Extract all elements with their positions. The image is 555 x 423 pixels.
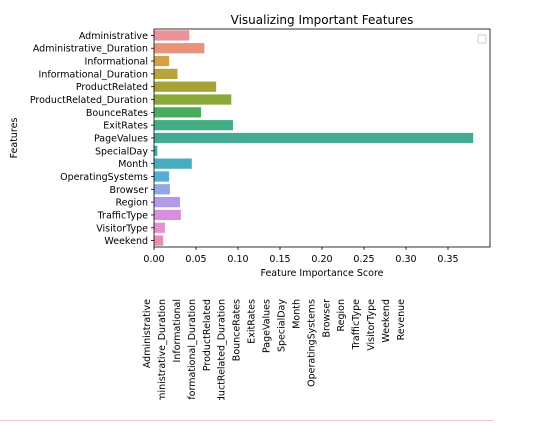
x-tick-label: 0.25 [353,254,374,265]
bottom-label: ProductRelated_Duration [217,299,228,417]
y-tick-label: Informational_Duration [39,69,148,80]
bar [154,235,164,246]
bottom-label: Administrative_Duration [157,299,168,414]
y-tick-label: Month [118,159,148,170]
bottom-label: ExitRates [247,299,258,344]
chart-title: Visualizing Important Features [231,13,414,27]
legend-box [477,34,487,44]
bottom-label: Revenue [396,299,407,341]
bar [154,184,170,195]
bar [154,107,202,118]
bar [154,43,205,54]
y-axis-label: Features [9,118,20,159]
y-tick-label: Administrative [79,31,148,42]
bottom-label: Weekend [381,299,392,343]
y-tick-label: Informational [85,57,148,68]
y-tick-label: ProductRelated [76,82,148,93]
bottom-label: BounceRates [232,299,243,361]
bottom-label: Informational_Duration [187,299,198,408]
y-tick-label: BounceRates [86,108,148,119]
bar [154,222,165,233]
x-tick-label: 0.00 [143,254,164,265]
bar [154,94,232,105]
bottom-label: VisitorType [366,299,377,351]
bar [154,196,181,208]
bar [154,158,192,169]
bottom-label: PageValues [262,299,273,353]
bar [154,81,217,92]
bar [154,209,181,221]
bottom-label: Informational [172,299,183,362]
bottom-label: TrafficType [351,299,362,351]
bar [154,55,170,67]
y-tick-label: OperatingSystems [60,172,148,183]
bar [154,171,170,182]
x-tick-label: 0.10 [227,254,248,265]
y-tick-labels: Administrative Administrative_Duration Inf… [30,31,154,247]
x-tick-label: 0.05 [185,254,206,265]
y-tick-label: ExitRates [103,121,148,132]
x-axis-label: Feature Importance Score [261,268,384,279]
x-tick-label: 0.20 [311,254,332,265]
y-tick-label: Administrative_Duration [33,44,148,55]
bottom-label: Region [336,299,347,332]
x-tick-label: 0.35 [437,254,458,265]
y-tick-label: VisitorType [96,223,148,234]
bar [154,30,190,41]
bottom-label: SpecialDay [276,299,287,352]
bottom-label: Month [291,299,302,329]
y-tick-label: Region [115,198,148,209]
bottom-label: ProductRelated [202,299,213,371]
x-tick-label: 0.30 [395,254,416,265]
bottom-rotated-labels: Administrative Administrative_Duration Inf… [142,299,407,417]
bottom-divider [0,420,493,421]
y-tick-label: TrafficType [97,210,149,221]
y-tick-label: ProductRelated_Duration [30,95,148,106]
y-tick-label: PageValues [94,134,148,145]
y-tick-label: Weekend [104,236,148,247]
plot-frame [153,28,491,248]
bottom-label: Browser [321,299,332,338]
y-tick-label: SpecialDay [95,146,148,157]
bar [154,68,178,80]
y-tick-label: Browser [110,185,149,196]
bottom-label: Administrative [142,299,153,368]
x-tick-label: 0.15 [269,254,290,265]
bar [154,132,474,144]
bars-group [154,30,474,246]
x-tick-labels: 0.00 0.05 0.10 0.15 0.20 0.25 0.30 0.35 [143,247,459,265]
bar [154,145,158,156]
bottom-label: OperatingSystems [306,299,317,387]
bar [154,120,233,131]
